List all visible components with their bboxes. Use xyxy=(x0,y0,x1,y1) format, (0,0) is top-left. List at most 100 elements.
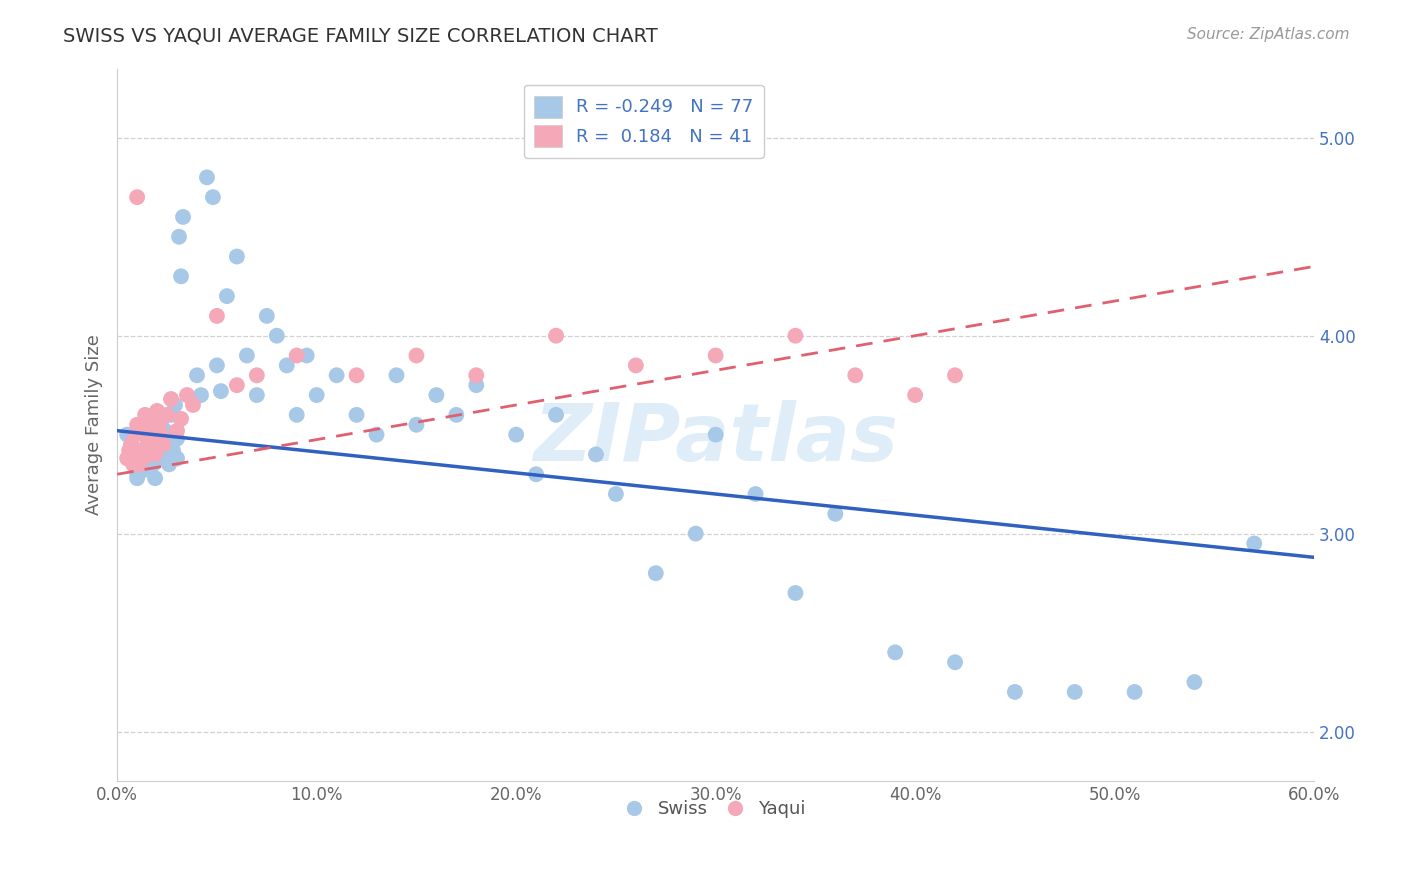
Point xyxy=(163,398,186,412)
Point xyxy=(195,170,218,185)
Point xyxy=(366,427,388,442)
Point xyxy=(225,378,247,392)
Point xyxy=(704,349,727,363)
Point xyxy=(405,417,427,432)
Point xyxy=(325,368,347,383)
Point xyxy=(256,309,278,323)
Point xyxy=(943,368,966,383)
Point xyxy=(160,408,183,422)
Point xyxy=(824,507,846,521)
Point xyxy=(884,645,907,659)
Point xyxy=(142,437,165,451)
Point xyxy=(172,210,194,224)
Point xyxy=(142,458,165,472)
Point xyxy=(585,447,607,461)
Point xyxy=(170,269,193,284)
Point xyxy=(132,463,155,477)
Text: SWISS VS YAQUI AVERAGE FAMILY SIZE CORRELATION CHART: SWISS VS YAQUI AVERAGE FAMILY SIZE CORRE… xyxy=(63,27,658,45)
Point xyxy=(122,458,145,472)
Point xyxy=(446,408,468,422)
Point xyxy=(246,368,269,383)
Point xyxy=(138,424,160,438)
Point xyxy=(143,471,166,485)
Point xyxy=(544,408,567,422)
Point xyxy=(127,190,149,204)
Point xyxy=(156,447,179,461)
Point xyxy=(153,424,176,438)
Point xyxy=(132,451,155,466)
Point xyxy=(209,384,232,398)
Point xyxy=(844,368,866,383)
Point xyxy=(143,447,166,461)
Point xyxy=(346,408,368,422)
Point xyxy=(190,388,212,402)
Legend: Swiss, Yaqui: Swiss, Yaqui xyxy=(619,793,813,825)
Point xyxy=(139,447,162,461)
Point xyxy=(305,388,328,402)
Point xyxy=(1063,685,1085,699)
Point xyxy=(148,437,170,451)
Point xyxy=(215,289,238,303)
Point xyxy=(246,388,269,402)
Point xyxy=(465,378,488,392)
Point xyxy=(138,437,160,451)
Point xyxy=(425,388,447,402)
Point xyxy=(136,432,159,446)
Point xyxy=(605,487,627,501)
Point xyxy=(146,443,169,458)
Point xyxy=(644,566,666,581)
Point xyxy=(544,328,567,343)
Point xyxy=(162,443,184,458)
Point xyxy=(624,359,647,373)
Point xyxy=(201,190,224,204)
Point xyxy=(685,526,707,541)
Point xyxy=(120,437,142,451)
Point xyxy=(152,432,174,446)
Point xyxy=(785,328,807,343)
Text: Source: ZipAtlas.com: Source: ZipAtlas.com xyxy=(1187,27,1350,42)
Point xyxy=(152,437,174,451)
Point xyxy=(186,368,208,383)
Point xyxy=(405,349,427,363)
Point xyxy=(904,388,927,402)
Point xyxy=(524,467,547,482)
Point xyxy=(1123,685,1146,699)
Point xyxy=(157,458,180,472)
Point xyxy=(150,451,173,466)
Point xyxy=(115,451,138,466)
Point xyxy=(205,309,228,323)
Point xyxy=(1004,685,1026,699)
Point xyxy=(156,408,179,422)
Point xyxy=(115,427,138,442)
Point xyxy=(785,586,807,600)
Point xyxy=(142,424,165,438)
Point xyxy=(160,392,183,406)
Point xyxy=(150,417,173,432)
Point xyxy=(176,388,198,402)
Point xyxy=(127,458,149,472)
Point xyxy=(128,443,150,458)
Point xyxy=(127,467,149,482)
Point xyxy=(129,451,152,466)
Point xyxy=(704,427,727,442)
Point xyxy=(943,655,966,669)
Point xyxy=(505,427,527,442)
Point xyxy=(236,349,259,363)
Point xyxy=(205,359,228,373)
Point xyxy=(127,447,149,461)
Point xyxy=(148,417,170,432)
Point xyxy=(465,368,488,383)
Point xyxy=(166,451,188,466)
Point xyxy=(127,417,149,432)
Point xyxy=(129,443,152,458)
Point xyxy=(285,408,308,422)
Point xyxy=(744,487,766,501)
Point xyxy=(1184,675,1206,690)
Point xyxy=(139,417,162,432)
Point xyxy=(276,359,298,373)
Point xyxy=(266,328,288,343)
Point xyxy=(346,368,368,383)
Point xyxy=(225,250,247,264)
Point xyxy=(128,458,150,472)
Point xyxy=(166,432,188,446)
